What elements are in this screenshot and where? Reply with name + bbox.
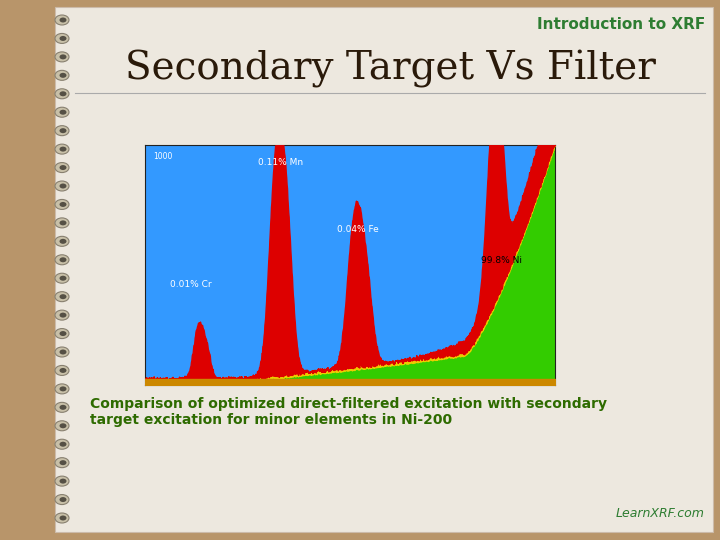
Ellipse shape (60, 349, 66, 354)
Text: 99.8% Ni: 99.8% Ni (481, 256, 522, 265)
Ellipse shape (55, 347, 69, 357)
Text: 1000: 1000 (153, 152, 173, 161)
FancyBboxPatch shape (55, 7, 713, 532)
Ellipse shape (55, 458, 69, 468)
Ellipse shape (60, 368, 66, 373)
Ellipse shape (55, 107, 69, 117)
Text: Secondary Target Vs Filter: Secondary Target Vs Filter (125, 50, 655, 88)
Ellipse shape (60, 128, 66, 133)
Text: 0.01% Cr: 0.01% Cr (170, 280, 211, 289)
Ellipse shape (60, 147, 66, 152)
Ellipse shape (55, 218, 69, 228)
Ellipse shape (60, 55, 66, 59)
Ellipse shape (60, 478, 66, 484)
Ellipse shape (55, 513, 69, 523)
Ellipse shape (55, 476, 69, 486)
Ellipse shape (55, 144, 69, 154)
Ellipse shape (60, 405, 66, 410)
Ellipse shape (60, 257, 66, 262)
Ellipse shape (60, 110, 66, 114)
Text: Comparison of optimized direct-filtered excitation with secondary: Comparison of optimized direct-filtered … (90, 397, 607, 411)
Ellipse shape (60, 220, 66, 225)
Ellipse shape (60, 73, 66, 78)
Text: 0.04% Fe: 0.04% Fe (338, 225, 379, 234)
Ellipse shape (55, 199, 69, 210)
Ellipse shape (60, 202, 66, 207)
Ellipse shape (60, 442, 66, 447)
Ellipse shape (60, 184, 66, 188)
Ellipse shape (55, 439, 69, 449)
Ellipse shape (55, 126, 69, 136)
Ellipse shape (60, 387, 66, 392)
Ellipse shape (60, 331, 66, 336)
Ellipse shape (55, 52, 69, 62)
Text: Introduction to XRF: Introduction to XRF (536, 17, 705, 32)
Ellipse shape (60, 294, 66, 299)
Ellipse shape (60, 460, 66, 465)
Ellipse shape (55, 328, 69, 339)
Ellipse shape (60, 36, 66, 41)
Text: target excitation for minor elements in Ni-200: target excitation for minor elements in … (90, 413, 452, 427)
Ellipse shape (55, 181, 69, 191)
Ellipse shape (55, 70, 69, 80)
Ellipse shape (60, 239, 66, 244)
Ellipse shape (60, 516, 66, 521)
Ellipse shape (60, 165, 66, 170)
Text: 0.11% Mn: 0.11% Mn (258, 158, 303, 167)
Ellipse shape (60, 276, 66, 281)
Ellipse shape (60, 91, 66, 96)
Ellipse shape (60, 17, 66, 23)
Ellipse shape (55, 237, 69, 246)
Ellipse shape (55, 292, 69, 302)
Ellipse shape (55, 33, 69, 43)
Text: LearnXRF.com: LearnXRF.com (616, 507, 705, 520)
Ellipse shape (60, 497, 66, 502)
Ellipse shape (55, 15, 69, 25)
Ellipse shape (55, 255, 69, 265)
Ellipse shape (55, 421, 69, 431)
Ellipse shape (55, 402, 69, 413)
Ellipse shape (55, 163, 69, 173)
Ellipse shape (55, 273, 69, 283)
Ellipse shape (60, 313, 66, 318)
Ellipse shape (55, 495, 69, 504)
Ellipse shape (55, 310, 69, 320)
Ellipse shape (55, 384, 69, 394)
Ellipse shape (55, 366, 69, 375)
Ellipse shape (60, 423, 66, 428)
Ellipse shape (55, 89, 69, 99)
